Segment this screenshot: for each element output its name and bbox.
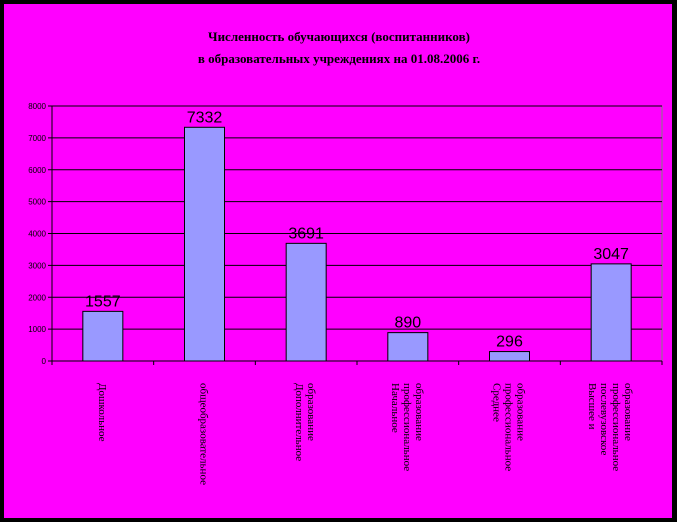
chart-title-line-2: в образовательных учреждениях на 01.08.2…: [197, 51, 481, 66]
y-tick-label: 4000: [28, 230, 46, 239]
x-category-label-line: Среднее: [491, 383, 503, 422]
data-label: 1557: [85, 293, 121, 310]
y-tick-label: 0: [42, 357, 47, 366]
bar: [590, 263, 632, 362]
y-tick-label: 2000: [28, 293, 46, 302]
bar-chart: 0 1000 2000 3000 4000 5000 6000 7000 8000 1557 733…: [28, 102, 663, 485]
x-category-label-line: общеобразовательное: [198, 383, 210, 485]
y-tick-label: 7000: [28, 134, 46, 143]
bar: [387, 332, 429, 362]
chart-title: Численность обучающихся (воспитанников) …: [4, 26, 674, 70]
x-category-label-line: Дошкольное: [96, 383, 108, 442]
chart-title-line-1: Численность обучающихся (воспитанников): [208, 29, 470, 44]
x-category-label-line: профессиональное: [610, 383, 622, 471]
x-category-label: Высшее и послевузовское профессиональное об…: [586, 383, 634, 471]
x-category-label: Начальное профессиональное образование: [389, 383, 425, 471]
data-label: 3047: [593, 246, 629, 263]
data-label: 890: [394, 315, 421, 332]
y-tick-label: 1000: [28, 325, 46, 334]
data-label: 3691: [288, 225, 324, 242]
x-category-label-line: Дополнительное: [293, 383, 305, 461]
y-tick-label: 3000: [28, 261, 46, 270]
bar: [82, 310, 124, 362]
x-category-label: Дополнительное образование: [293, 383, 317, 461]
x-category-label-line: образование: [515, 383, 527, 441]
y-tick-label: 6000: [28, 166, 46, 175]
y-tick-label: 5000: [28, 198, 46, 207]
x-category-label-line: профессиональное: [401, 383, 413, 471]
x-category-label-line: Высшее и: [586, 383, 598, 430]
x-category-label: Дошкольное: [96, 383, 108, 442]
bar: [489, 351, 530, 362]
x-category-label-line: образование: [305, 383, 317, 441]
x-category-label: общеобразовательное: [198, 383, 210, 485]
x-category-label-line: образование: [622, 383, 634, 441]
bar: [285, 242, 327, 362]
x-category-label-line: образование: [413, 383, 425, 441]
x-category-label-line: послевузовское: [598, 383, 610, 455]
bar: [184, 126, 225, 362]
data-label: 7332: [187, 109, 223, 126]
x-category-label-line: профессиональное: [503, 383, 515, 471]
x-category-label: Среднее профессиональное образование: [491, 383, 527, 471]
data-label: 296: [496, 334, 523, 351]
chart-frame: Численность обучающихся (воспитанников) …: [3, 3, 673, 519]
y-tick-label: 8000: [28, 102, 46, 111]
x-category-label-line: Начальное: [389, 383, 401, 433]
